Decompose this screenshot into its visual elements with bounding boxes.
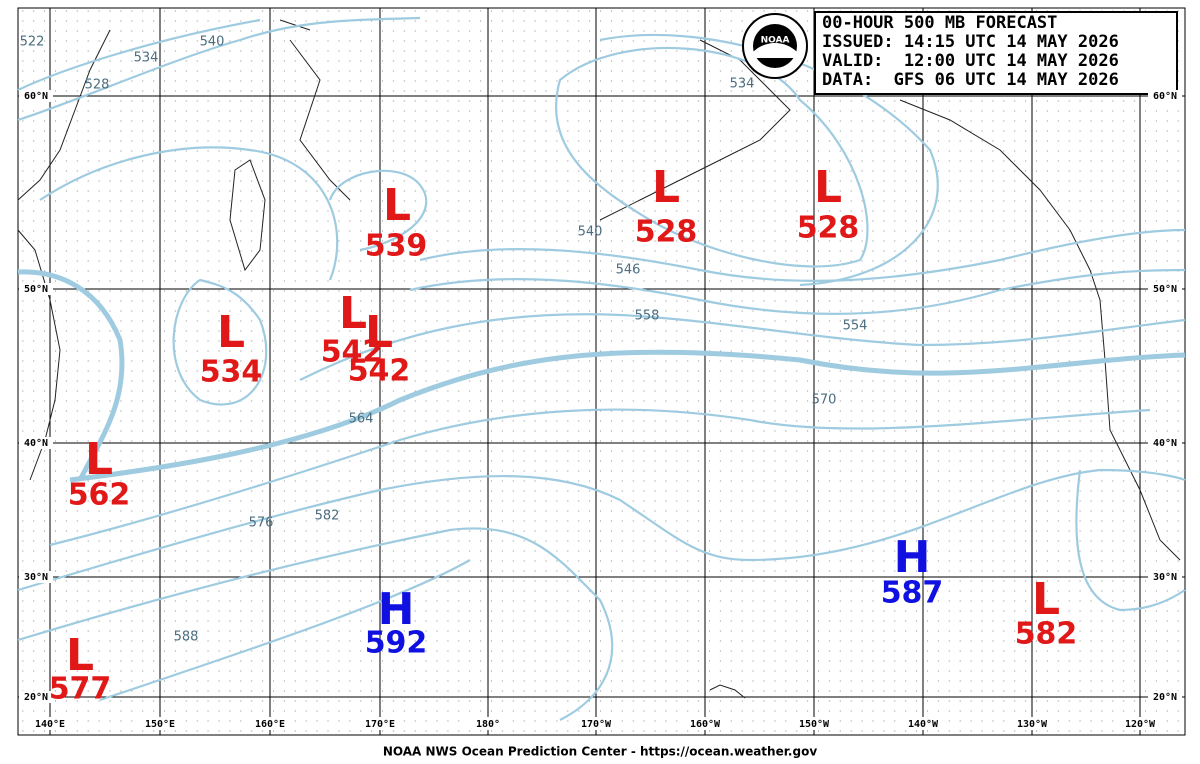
lat-label-bg [19,90,53,102]
contour-label: 546 [616,263,641,278]
center-value: 528 [797,211,860,246]
center-letter: L [66,630,94,681]
center-value: 562 [68,478,131,513]
center-letter: L [1032,574,1060,625]
contour-label: 570 [812,393,837,408]
center-value: 582 [1015,617,1078,652]
coastlines [17,19,1181,699]
lon-label-bg [468,717,508,730]
lon-label-bg [903,717,943,730]
lon-label: 140°E [35,719,65,730]
lat-label: 50°N [24,284,48,295]
center-value: 577 [49,672,112,707]
center-letter: L [652,162,680,213]
contour-label: 540 [200,35,225,50]
lon-label-bg [140,717,180,730]
contour-label: 540 [578,225,603,240]
lat-label-bg [1148,571,1182,583]
lon-label-bg [685,717,725,730]
lon-label: 180° [476,719,500,730]
lat-label-bg [1148,283,1182,295]
labels: 140°E 150°E 160°E 170°E 180° 170°W 160°W 150°W 1… [19,35,1182,730]
center-letter: L [365,307,393,358]
contours [17,16,1186,721]
center-letter: H [894,532,931,583]
lat-label-bg [19,283,53,295]
lon-label-bg [30,717,70,730]
lat-label: 40°N [24,438,48,449]
header-box [814,11,1178,95]
logo-text: NOAA [761,36,790,46]
center-letter: H [378,584,415,635]
lat-label: 30°N [24,572,48,583]
lon-label-bg [1120,717,1160,730]
center-letter: L [339,288,367,339]
lat-label: 20°N [1153,692,1177,703]
lon-label: 120°W [1125,719,1156,730]
footer: NOAA NWS Ocean Prediction Center - https… [383,745,817,759]
contour-label: 522 [20,35,45,50]
center-value: 528 [635,215,698,250]
lat-label-bg [1148,691,1182,703]
contour-label: 554 [843,319,868,334]
center-value: 542 [321,335,384,370]
lat-label-bg [19,437,53,449]
lon-label-bg [794,717,834,730]
center-letter: L [217,307,245,358]
center-letter: L [85,434,113,485]
lon-label: 150°W [799,719,830,730]
lat-label: 60°N [1153,91,1177,102]
lat-label: 40°N [1153,438,1177,449]
center-value: 539 [365,229,428,264]
contour-label: 564 [349,412,374,427]
lat-label-bg [1148,437,1182,449]
contour-label: 588 [174,630,199,645]
header-line: VALID: 12:00 UTC 14 MAY 2026 [822,51,1119,71]
lon-label: 150°E [145,719,175,730]
lat-label: 20°N [24,692,48,703]
lat-label: 50°N [1153,284,1177,295]
lon-label-bg [576,717,616,730]
lon-label: 170°E [365,719,395,730]
lon-label: 130°W [1017,719,1048,730]
lat-label-bg [1148,90,1182,102]
center-letter: L [814,162,842,213]
lon-label: 160°W [690,719,721,730]
center-value: 587 [881,576,944,611]
center-value: 542 [348,354,411,389]
contour-label: 534 [134,51,159,66]
lon-label-bg [360,717,400,730]
lon-label: 160°E [255,719,285,730]
center-value: 534 [200,355,263,390]
contour-label: 558 [635,309,660,324]
header-line: ISSUED: 14:15 UTC 14 MAY 2026 [822,32,1119,52]
major-grid [18,8,1185,735]
center-letter: L [383,180,411,231]
noaa-logo: NOAA [742,13,808,79]
lon-label: 170°W [581,719,612,730]
contour-label: 534 [730,77,755,92]
contour-label: 582 [315,509,340,524]
contour-label: 576 [249,516,274,531]
header-line: 00-HOUR 500 MB FORECAST [822,13,1057,33]
contour-label: 528 [85,78,110,93]
lat-label: 60°N [24,91,48,102]
lon-label-bg [250,717,290,730]
lat-label: 30°N [1153,572,1177,583]
lon-label: 140°W [908,719,939,730]
lat-label-bg [19,571,53,583]
lat-label-bg [19,691,53,703]
lon-label-bg [1012,717,1052,730]
header-line: DATA: GFS 06 UTC 14 MAY 2026 [822,70,1119,90]
center-value: 592 [365,626,428,661]
